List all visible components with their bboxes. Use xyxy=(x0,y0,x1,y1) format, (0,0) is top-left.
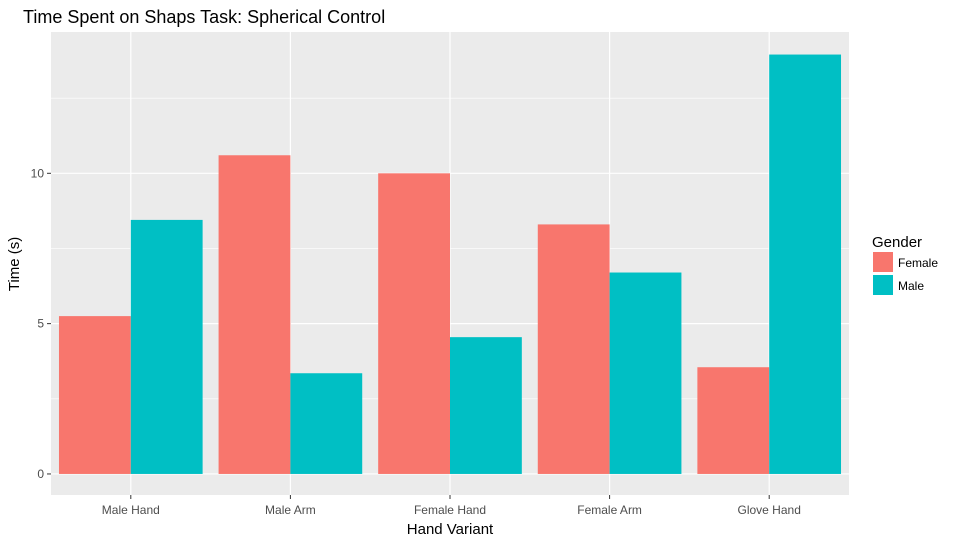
bar-female-male-hand xyxy=(58,316,131,474)
y-tick-label: 5 xyxy=(37,317,44,331)
bar-male-glove-hand xyxy=(769,54,842,474)
legend-key-male xyxy=(873,275,893,295)
bar-female-glove-hand xyxy=(697,367,770,474)
bars xyxy=(58,54,842,474)
x-tick-label: Male Arm xyxy=(265,503,316,517)
bar-female-female-hand xyxy=(378,173,450,474)
y-axis: 0 5 10 xyxy=(31,166,51,481)
y-axis-title: Time (s) xyxy=(6,237,23,291)
chart-title: Time Spent on Shaps Task: Spherical Cont… xyxy=(23,7,385,27)
legend-items: Female Male xyxy=(873,252,938,295)
bar-male-female-arm xyxy=(609,272,682,474)
legend-title: Gender xyxy=(872,234,922,251)
x-tick-label: Female Arm xyxy=(577,503,642,517)
x-axis: Male Hand Male Arm Female Hand Female Arm Gl… xyxy=(102,495,801,517)
x-axis-title: Hand Variant xyxy=(407,521,494,538)
bar-male-female-hand xyxy=(450,337,522,474)
legend-label-male: Male xyxy=(898,279,924,293)
x-tick-label: Male Hand xyxy=(102,503,160,517)
bar-male-male-arm xyxy=(290,373,363,474)
legend-label-female: Female xyxy=(898,256,938,270)
bar-female-male-arm xyxy=(218,155,291,474)
y-tick-label: 0 xyxy=(37,467,44,481)
x-tick-label: Glove Hand xyxy=(738,503,801,517)
bar-male-male-hand xyxy=(130,219,203,474)
y-tick-label: 10 xyxy=(31,166,45,180)
x-tick-label: Female Hand xyxy=(414,503,486,517)
bar-female-female-arm xyxy=(537,224,610,474)
legend: Gender Female Male xyxy=(872,234,938,295)
legend-key-female xyxy=(873,252,893,272)
